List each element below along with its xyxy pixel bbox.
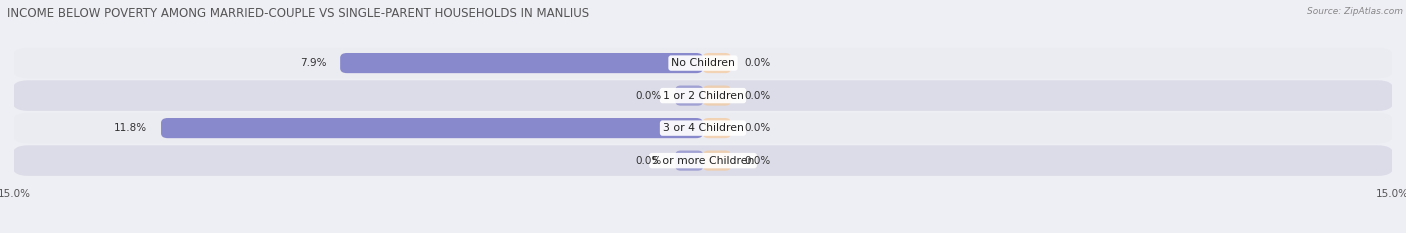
- Text: 0.0%: 0.0%: [636, 91, 662, 101]
- Text: 7.9%: 7.9%: [299, 58, 326, 68]
- FancyBboxPatch shape: [703, 86, 731, 106]
- FancyBboxPatch shape: [675, 151, 703, 171]
- FancyBboxPatch shape: [11, 48, 1395, 78]
- Text: No Children: No Children: [671, 58, 735, 68]
- Text: 0.0%: 0.0%: [744, 123, 770, 133]
- Text: 5 or more Children: 5 or more Children: [652, 156, 754, 166]
- FancyBboxPatch shape: [675, 86, 703, 106]
- FancyBboxPatch shape: [703, 151, 731, 171]
- Text: 0.0%: 0.0%: [744, 91, 770, 101]
- Text: 11.8%: 11.8%: [114, 123, 148, 133]
- Text: 3 or 4 Children: 3 or 4 Children: [662, 123, 744, 133]
- Text: 1 or 2 Children: 1 or 2 Children: [662, 91, 744, 101]
- FancyBboxPatch shape: [11, 80, 1395, 111]
- FancyBboxPatch shape: [703, 53, 731, 73]
- FancyBboxPatch shape: [11, 145, 1395, 176]
- FancyBboxPatch shape: [162, 118, 703, 138]
- Text: 0.0%: 0.0%: [636, 156, 662, 166]
- Text: 0.0%: 0.0%: [744, 58, 770, 68]
- FancyBboxPatch shape: [340, 53, 703, 73]
- Text: Source: ZipAtlas.com: Source: ZipAtlas.com: [1308, 7, 1403, 16]
- Text: INCOME BELOW POVERTY AMONG MARRIED-COUPLE VS SINGLE-PARENT HOUSEHOLDS IN MANLIUS: INCOME BELOW POVERTY AMONG MARRIED-COUPL…: [7, 7, 589, 20]
- FancyBboxPatch shape: [11, 113, 1395, 143]
- Text: 0.0%: 0.0%: [744, 156, 770, 166]
- FancyBboxPatch shape: [703, 118, 731, 138]
